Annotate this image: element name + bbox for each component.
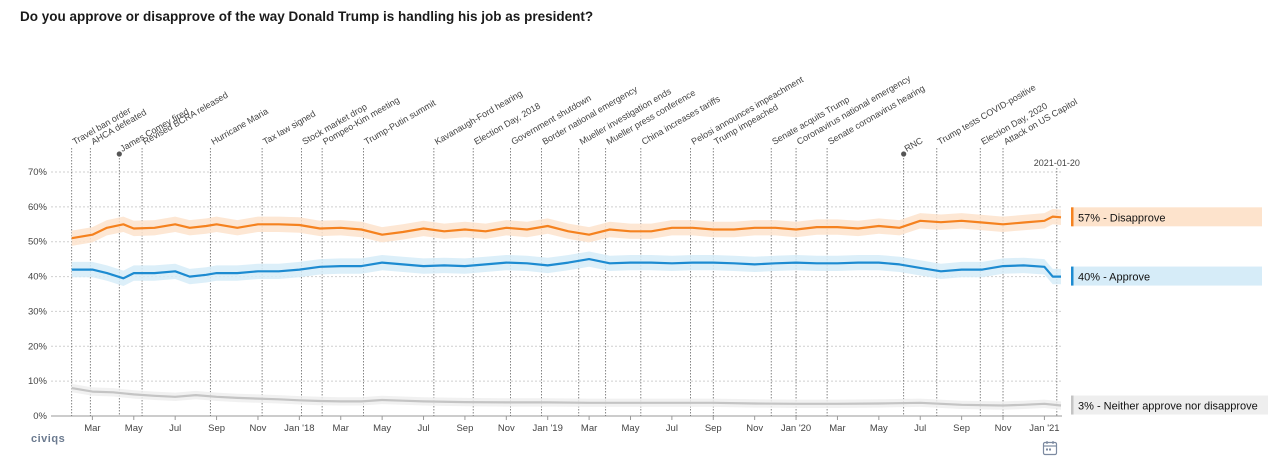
chart-axes: 0% 10% 20% 30% 40% 50% 60% 70% Mar May Jul Sep Nov Ja… bbox=[28, 167, 1060, 434]
civiqs-logo[interactable]: civiqs bbox=[31, 433, 66, 445]
confidence-band bbox=[71, 208, 1061, 246]
y-tick-label: 40% bbox=[28, 272, 48, 283]
page-title: Do you approve or disapprove of the way … bbox=[20, 9, 594, 24]
series-end-labels: 57% - Disapprove 40% - Approve 3% - Neithe… bbox=[1071, 207, 1268, 415]
y-tick-label: 10% bbox=[28, 376, 48, 387]
event-label: Trump-Putin summit bbox=[363, 97, 438, 146]
x-tick-label: Jan '21 bbox=[1029, 423, 1059, 434]
x-tick-label: Mar bbox=[84, 423, 100, 434]
end-label-marker bbox=[1071, 266, 1074, 286]
x-tick-label: Jan '18 bbox=[284, 423, 314, 434]
y-tick-label: 70% bbox=[28, 167, 48, 178]
y-tick-label: 30% bbox=[28, 306, 48, 317]
confidence-band bbox=[71, 251, 1061, 286]
x-tick-label: Jul bbox=[666, 423, 678, 434]
x-tick-label: Sep bbox=[705, 423, 722, 434]
end-label-bg bbox=[1072, 207, 1262, 227]
x-tick-label: Jul bbox=[914, 423, 926, 434]
series-lines[interactable] bbox=[71, 215, 1062, 407]
end-label-marker bbox=[1071, 395, 1074, 415]
y-tick-label: 20% bbox=[28, 341, 48, 352]
x-tick-label: Sep bbox=[208, 423, 225, 434]
event-label: RNC bbox=[903, 135, 925, 154]
end-label-bg bbox=[1072, 395, 1268, 415]
event-label: Hurricane Maria bbox=[209, 106, 269, 147]
x-tick-label: May bbox=[622, 423, 640, 434]
x-tick-label: May bbox=[373, 423, 391, 434]
event-label: Coronavirus national emergency bbox=[795, 73, 913, 147]
calendar-icon[interactable] bbox=[1042, 440, 1058, 456]
event-label: Election Day, 2018 bbox=[472, 101, 542, 147]
end-label-text: 57% - Disapprove bbox=[1078, 212, 1165, 224]
series-line[interactable] bbox=[71, 258, 1061, 280]
chart-gridlines bbox=[51, 171, 1062, 417]
x-tick-label: Mar bbox=[581, 423, 597, 434]
x-tick-label: Mar bbox=[829, 423, 845, 434]
x-tick-label: Jul bbox=[169, 423, 181, 434]
y-tick-label: 0% bbox=[33, 411, 47, 422]
x-tick-label: Nov bbox=[746, 423, 763, 434]
x-tick-label: Mar bbox=[333, 423, 349, 434]
x-tick-label: Nov bbox=[995, 423, 1012, 434]
y-tick-label: 60% bbox=[28, 202, 48, 213]
end-label-text: 3% - Neither approve nor disapprove bbox=[1078, 401, 1258, 413]
end-label-marker bbox=[1071, 207, 1074, 227]
end-label-text: 40% - Approve bbox=[1078, 272, 1150, 284]
x-tick-label: May bbox=[125, 423, 143, 434]
x-tick-label: Jul bbox=[417, 423, 429, 434]
series-line[interactable] bbox=[71, 215, 1062, 240]
y-tick-label: 50% bbox=[28, 237, 48, 248]
x-tick-label: Nov bbox=[250, 423, 267, 434]
event-dot bbox=[116, 151, 122, 157]
x-tick-label: Jan '19 bbox=[533, 423, 563, 434]
confidence-bands bbox=[71, 208, 1061, 410]
x-tick-label: Sep bbox=[953, 423, 970, 434]
x-tick-label: May bbox=[870, 423, 888, 434]
x-tick-label: Nov bbox=[498, 423, 515, 434]
end-label-bg bbox=[1072, 266, 1262, 286]
event-dot bbox=[901, 151, 907, 157]
series-line[interactable] bbox=[71, 387, 1062, 407]
date-marker-label: 2021-01-20 bbox=[1034, 158, 1080, 168]
x-tick-label: Sep bbox=[456, 423, 473, 434]
x-tick-label: Jan '20 bbox=[781, 423, 811, 434]
